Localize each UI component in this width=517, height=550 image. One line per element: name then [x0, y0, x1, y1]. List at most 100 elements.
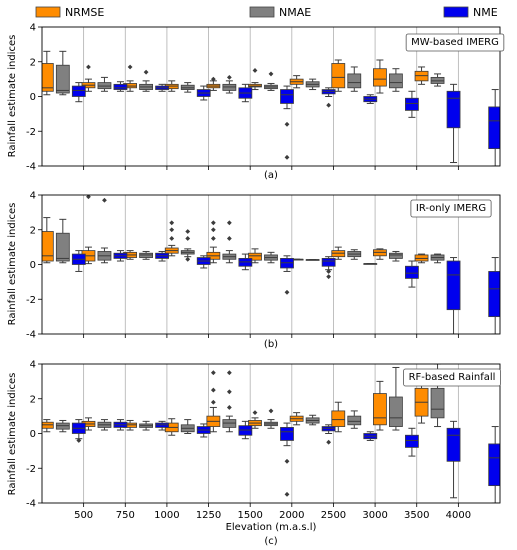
y-tick-label: -4: [26, 162, 36, 173]
box-iqr: [55, 64, 70, 94]
box-iqr: [488, 443, 500, 487]
outlier-marker: [252, 410, 258, 416]
box-nme: [196, 423, 211, 438]
outlier-marker: [326, 274, 332, 280]
outlier-marker: [210, 236, 216, 241]
y-tick-label: 2: [30, 225, 36, 236]
panel-c-ylabel: Rainfall estimate indices: [7, 373, 18, 496]
panel-c-label: (c): [264, 536, 277, 547]
panel-b: Rainfall estimate indices (b) -4 -2 0 2 4 IR-…: [7, 191, 501, 350]
legend-item-nrmse: NRMSE: [35, 6, 104, 19]
boxes-group: [42, 364, 500, 503]
box-nrmse: [42, 217, 54, 264]
box-nme: [280, 422, 294, 497]
outlier-marker: [284, 154, 290, 160]
box-nmae: [389, 68, 403, 92]
box-iqr: [42, 63, 54, 92]
box-nme: [488, 89, 500, 166]
box-nmae: [305, 259, 320, 261]
outlier-marker: [102, 197, 107, 203]
box-iqr: [71, 85, 86, 97]
box-nrmse: [206, 370, 221, 433]
outlier-marker: [86, 195, 91, 200]
box-nmae: [430, 73, 445, 87]
panel-c-xlabel: Elevation (m.a.s.l): [226, 522, 317, 533]
box-nme: [488, 257, 500, 334]
annotation-box: [403, 368, 501, 387]
box-nrmse: [42, 419, 54, 433]
box-nme: [405, 260, 419, 288]
box-nme: [196, 255, 211, 269]
box-nrmse: [42, 50, 54, 96]
box-nme: [363, 94, 378, 104]
y-tick-label: 0: [30, 260, 36, 271]
outlier-marker: [326, 102, 332, 108]
panel-b-annotation: IR-only IMERG: [416, 203, 486, 214]
box-iqr: [55, 232, 70, 262]
outlier-marker: [210, 370, 216, 376]
box-iqr: [446, 90, 461, 129]
box-iqr: [389, 252, 403, 259]
plot-frame: [41, 194, 501, 335]
x-tick-label: 1000: [154, 510, 179, 521]
box-nme: [238, 253, 253, 271]
box-nmae: [180, 82, 195, 93]
box-nmae: [430, 253, 445, 264]
outlier-marker: [143, 69, 149, 75]
box-nmae: [389, 366, 403, 431]
outlier-marker: [226, 220, 232, 226]
box-nrmse: [373, 380, 387, 431]
outlier-marker: [226, 236, 232, 241]
box-nmae: [264, 251, 278, 264]
y-tick-label: -4: [26, 330, 36, 341]
box-nmae: [264, 71, 278, 91]
boxes-group: [42, 195, 500, 334]
outlier-marker: [169, 220, 175, 226]
annotation-box: [410, 199, 492, 218]
box-iqr: [113, 83, 128, 90]
box-nrmse: [248, 248, 262, 264]
outlier-marker: [210, 220, 216, 226]
box-iqr: [280, 89, 294, 104]
y-tick-label: -2: [26, 127, 36, 138]
box-nrmse: [331, 246, 346, 260]
outlier-marker: [284, 289, 290, 295]
box-nme: [71, 419, 86, 443]
box-nmae: [55, 218, 70, 264]
box-nme: [280, 85, 294, 160]
box-nmae: [347, 410, 362, 429]
box-nrmse: [289, 412, 304, 426]
box-iqr: [331, 410, 346, 427]
legend-label-nme: NME: [473, 6, 498, 19]
x-tick-label: 2500: [321, 510, 346, 521]
box-nmae: [97, 197, 112, 264]
plot-frame: [41, 26, 501, 167]
panel-c-annotation: RF-based Rainfall: [409, 372, 496, 383]
box-nme: [155, 250, 169, 262]
box-iqr: [389, 73, 403, 89]
box-nrmse: [414, 372, 429, 424]
box-nme: [321, 424, 336, 445]
x-tick-label: 4000: [446, 510, 471, 521]
outlier-marker: [268, 71, 274, 77]
box-iqr: [446, 260, 461, 311]
legend-label-nrmse: NRMSE: [65, 6, 104, 19]
legend-swatch-nme: [443, 6, 469, 18]
box-nmae: [347, 249, 362, 260]
legend-item-nmae: NMAE: [249, 6, 311, 19]
y-tick-label: 0: [30, 92, 36, 103]
box-nmae: [139, 69, 153, 92]
outlier-marker: [326, 269, 332, 274]
outlier-marker: [252, 68, 258, 73]
box-nme: [71, 82, 86, 103]
box-nmae: [222, 74, 237, 94]
outlier-marker: [76, 438, 82, 443]
box-nmae: [97, 76, 112, 92]
box-nmae: [139, 250, 153, 260]
box-nmae: [222, 220, 237, 264]
outlier-marker: [86, 64, 91, 70]
box-nme: [155, 83, 169, 92]
box-nme: [155, 420, 169, 431]
y-tick-label: 4: [30, 23, 36, 34]
y-tick-label: -4: [26, 499, 36, 510]
